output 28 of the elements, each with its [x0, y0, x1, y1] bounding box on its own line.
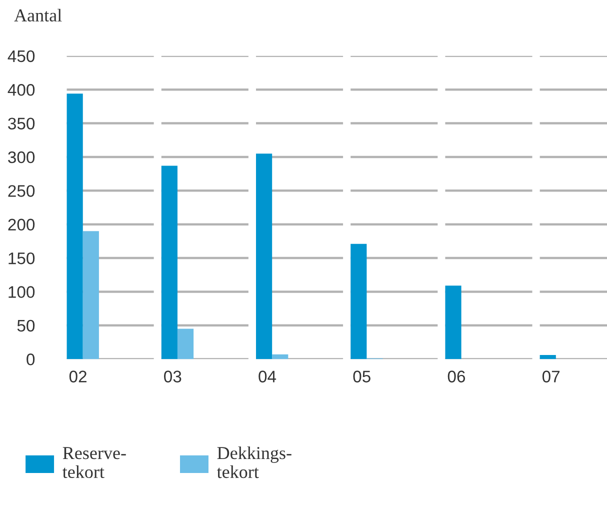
- x-tick-label: 07: [542, 370, 560, 382]
- y-axis-title: Aantal: [14, 8, 62, 22]
- legend-label: Dekkings- tekort: [216, 446, 292, 478]
- bar: [540, 355, 556, 360]
- bar: [177, 328, 194, 360]
- y-tick-label: 150: [8, 252, 35, 264]
- y-tick-label: 300: [8, 151, 35, 164]
- x-tick-label: 04: [258, 370, 276, 382]
- bar: [161, 166, 178, 360]
- y-tick-label: 400: [8, 84, 35, 96]
- y-tick-label: 250: [8, 185, 35, 197]
- bar: [82, 231, 99, 360]
- bar: [256, 154, 272, 360]
- legend-label: Reserve- tekort: [62, 447, 126, 478]
- bar: [350, 244, 367, 360]
- y-tick-label: 200: [8, 218, 35, 231]
- y-tick-label: 350: [8, 118, 35, 130]
- y-tick-label: 100: [8, 286, 35, 298]
- bar: [445, 286, 462, 360]
- y-tick-label: 0: [26, 354, 35, 366]
- x-tick-label: 03: [164, 370, 182, 382]
- x-tick-label: 06: [448, 370, 466, 382]
- bar: [272, 354, 288, 360]
- y-tick-label: 450: [8, 50, 35, 62]
- bar: [66, 94, 83, 360]
- x-tick-label: 02: [69, 370, 86, 382]
- x-tick-label: 05: [353, 370, 370, 382]
- y-tick-label: 50: [17, 320, 35, 332]
